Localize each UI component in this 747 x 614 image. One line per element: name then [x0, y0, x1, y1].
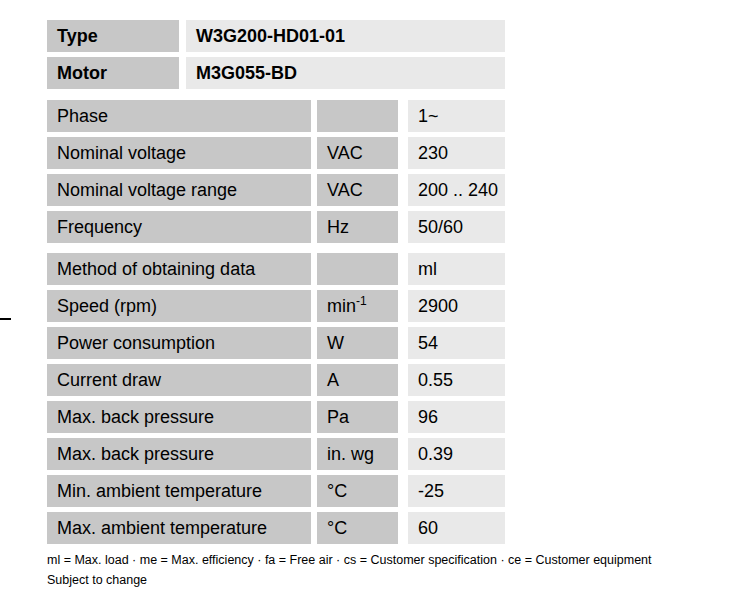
spec-unit-cell: [317, 100, 398, 132]
spec-value-cell: 230: [408, 137, 505, 169]
header-label-cell: Type: [47, 20, 179, 52]
spec-value-cell: 60: [408, 512, 505, 544]
subject-to-change-note: Subject to change: [47, 570, 652, 590]
spec-row: Max. back pressure in. wg 0.39: [47, 438, 652, 470]
spec-value-cell: 54: [408, 327, 505, 359]
spec-row: Method of obtaining data ml: [47, 253, 652, 285]
spec-label-cell: Max. back pressure: [47, 438, 311, 470]
spec-label-cell: Nominal voltage range: [47, 174, 311, 206]
header-value-cell: W3G200-HD01-01: [186, 20, 505, 52]
nominal-data-table: Type W3G200-HD01-01 Motor M3G055-BD Phas…: [47, 20, 652, 590]
spec-value-cell: 2900: [408, 290, 505, 322]
header-row: Motor M3G055-BD: [47, 57, 652, 89]
spec-row: Max. ambient temperature °C 60: [47, 512, 652, 544]
legend-footnote: ml = Max. load · me = Max. efficiency · …: [47, 550, 652, 570]
footnotes: ml = Max. load · me = Max. efficiency · …: [47, 550, 652, 590]
spec-value-cell: 0.39: [408, 438, 505, 470]
spec-unit-cell: °C: [317, 512, 398, 544]
spec-label-cell: Speed (rpm): [47, 290, 311, 322]
datasheet-page: Type W3G200-HD01-01 Motor M3G055-BD Phas…: [0, 0, 747, 614]
spec-label-cell: Method of obtaining data: [47, 253, 311, 285]
spec-label-cell: Phase: [47, 100, 311, 132]
spec-row: Power consumption W 54: [47, 327, 652, 359]
spec-row: Current draw A 0.55: [47, 364, 652, 396]
spec-label-cell: Max. back pressure: [47, 401, 311, 433]
spec-label-cell: Nominal voltage: [47, 137, 311, 169]
spec-unit-cell: Pa: [317, 401, 398, 433]
performance-spec-section: Method of obtaining data ml Speed (rpm) …: [47, 253, 652, 544]
header-value-cell: M3G055-BD: [186, 57, 505, 89]
spec-label-cell: Current draw: [47, 364, 311, 396]
spec-unit-cell: [317, 253, 398, 285]
spec-row: Speed (rpm) min-1 2900: [47, 290, 652, 322]
spec-unit-cell: VAC: [317, 137, 398, 169]
spec-row: Phase 1~: [47, 100, 652, 132]
page-margin-tick: [0, 318, 11, 320]
spec-row: Nominal voltage VAC 230: [47, 137, 652, 169]
spec-value-cell: 50/60: [408, 211, 505, 243]
spec-unit-cell: °C: [317, 475, 398, 507]
spec-value-cell: 200 .. 240: [408, 174, 505, 206]
spec-value-cell: 1~: [408, 100, 505, 132]
spec-unit-cell: W: [317, 327, 398, 359]
spec-row: Min. ambient temperature °C -25: [47, 475, 652, 507]
spec-unit-cell: in. wg: [317, 438, 398, 470]
spec-label-cell: Frequency: [47, 211, 311, 243]
spec-unit-cell: Hz: [317, 211, 398, 243]
spec-unit-cell: VAC: [317, 174, 398, 206]
electrical-spec-section: Phase 1~ Nominal voltage VAC 230 Nominal…: [47, 100, 652, 243]
spec-value-cell: -25: [408, 475, 505, 507]
spec-row: Frequency Hz 50/60: [47, 211, 652, 243]
header-label-cell: Motor: [47, 57, 179, 89]
spec-row: Nominal voltage range VAC 200 .. 240: [47, 174, 652, 206]
spec-label-cell: Max. ambient temperature: [47, 512, 311, 544]
spec-value-cell: ml: [408, 253, 505, 285]
spec-label-cell: Power consumption: [47, 327, 311, 359]
spec-label-cell: Min. ambient temperature: [47, 475, 311, 507]
spec-value-cell: 0.55: [408, 364, 505, 396]
type-motor-section: Type W3G200-HD01-01 Motor M3G055-BD: [47, 20, 652, 89]
spec-row: Max. back pressure Pa 96: [47, 401, 652, 433]
spec-unit-cell: min-1: [317, 290, 398, 322]
header-row: Type W3G200-HD01-01: [47, 20, 652, 52]
spec-unit-cell: A: [317, 364, 398, 396]
spec-value-cell: 96: [408, 401, 505, 433]
